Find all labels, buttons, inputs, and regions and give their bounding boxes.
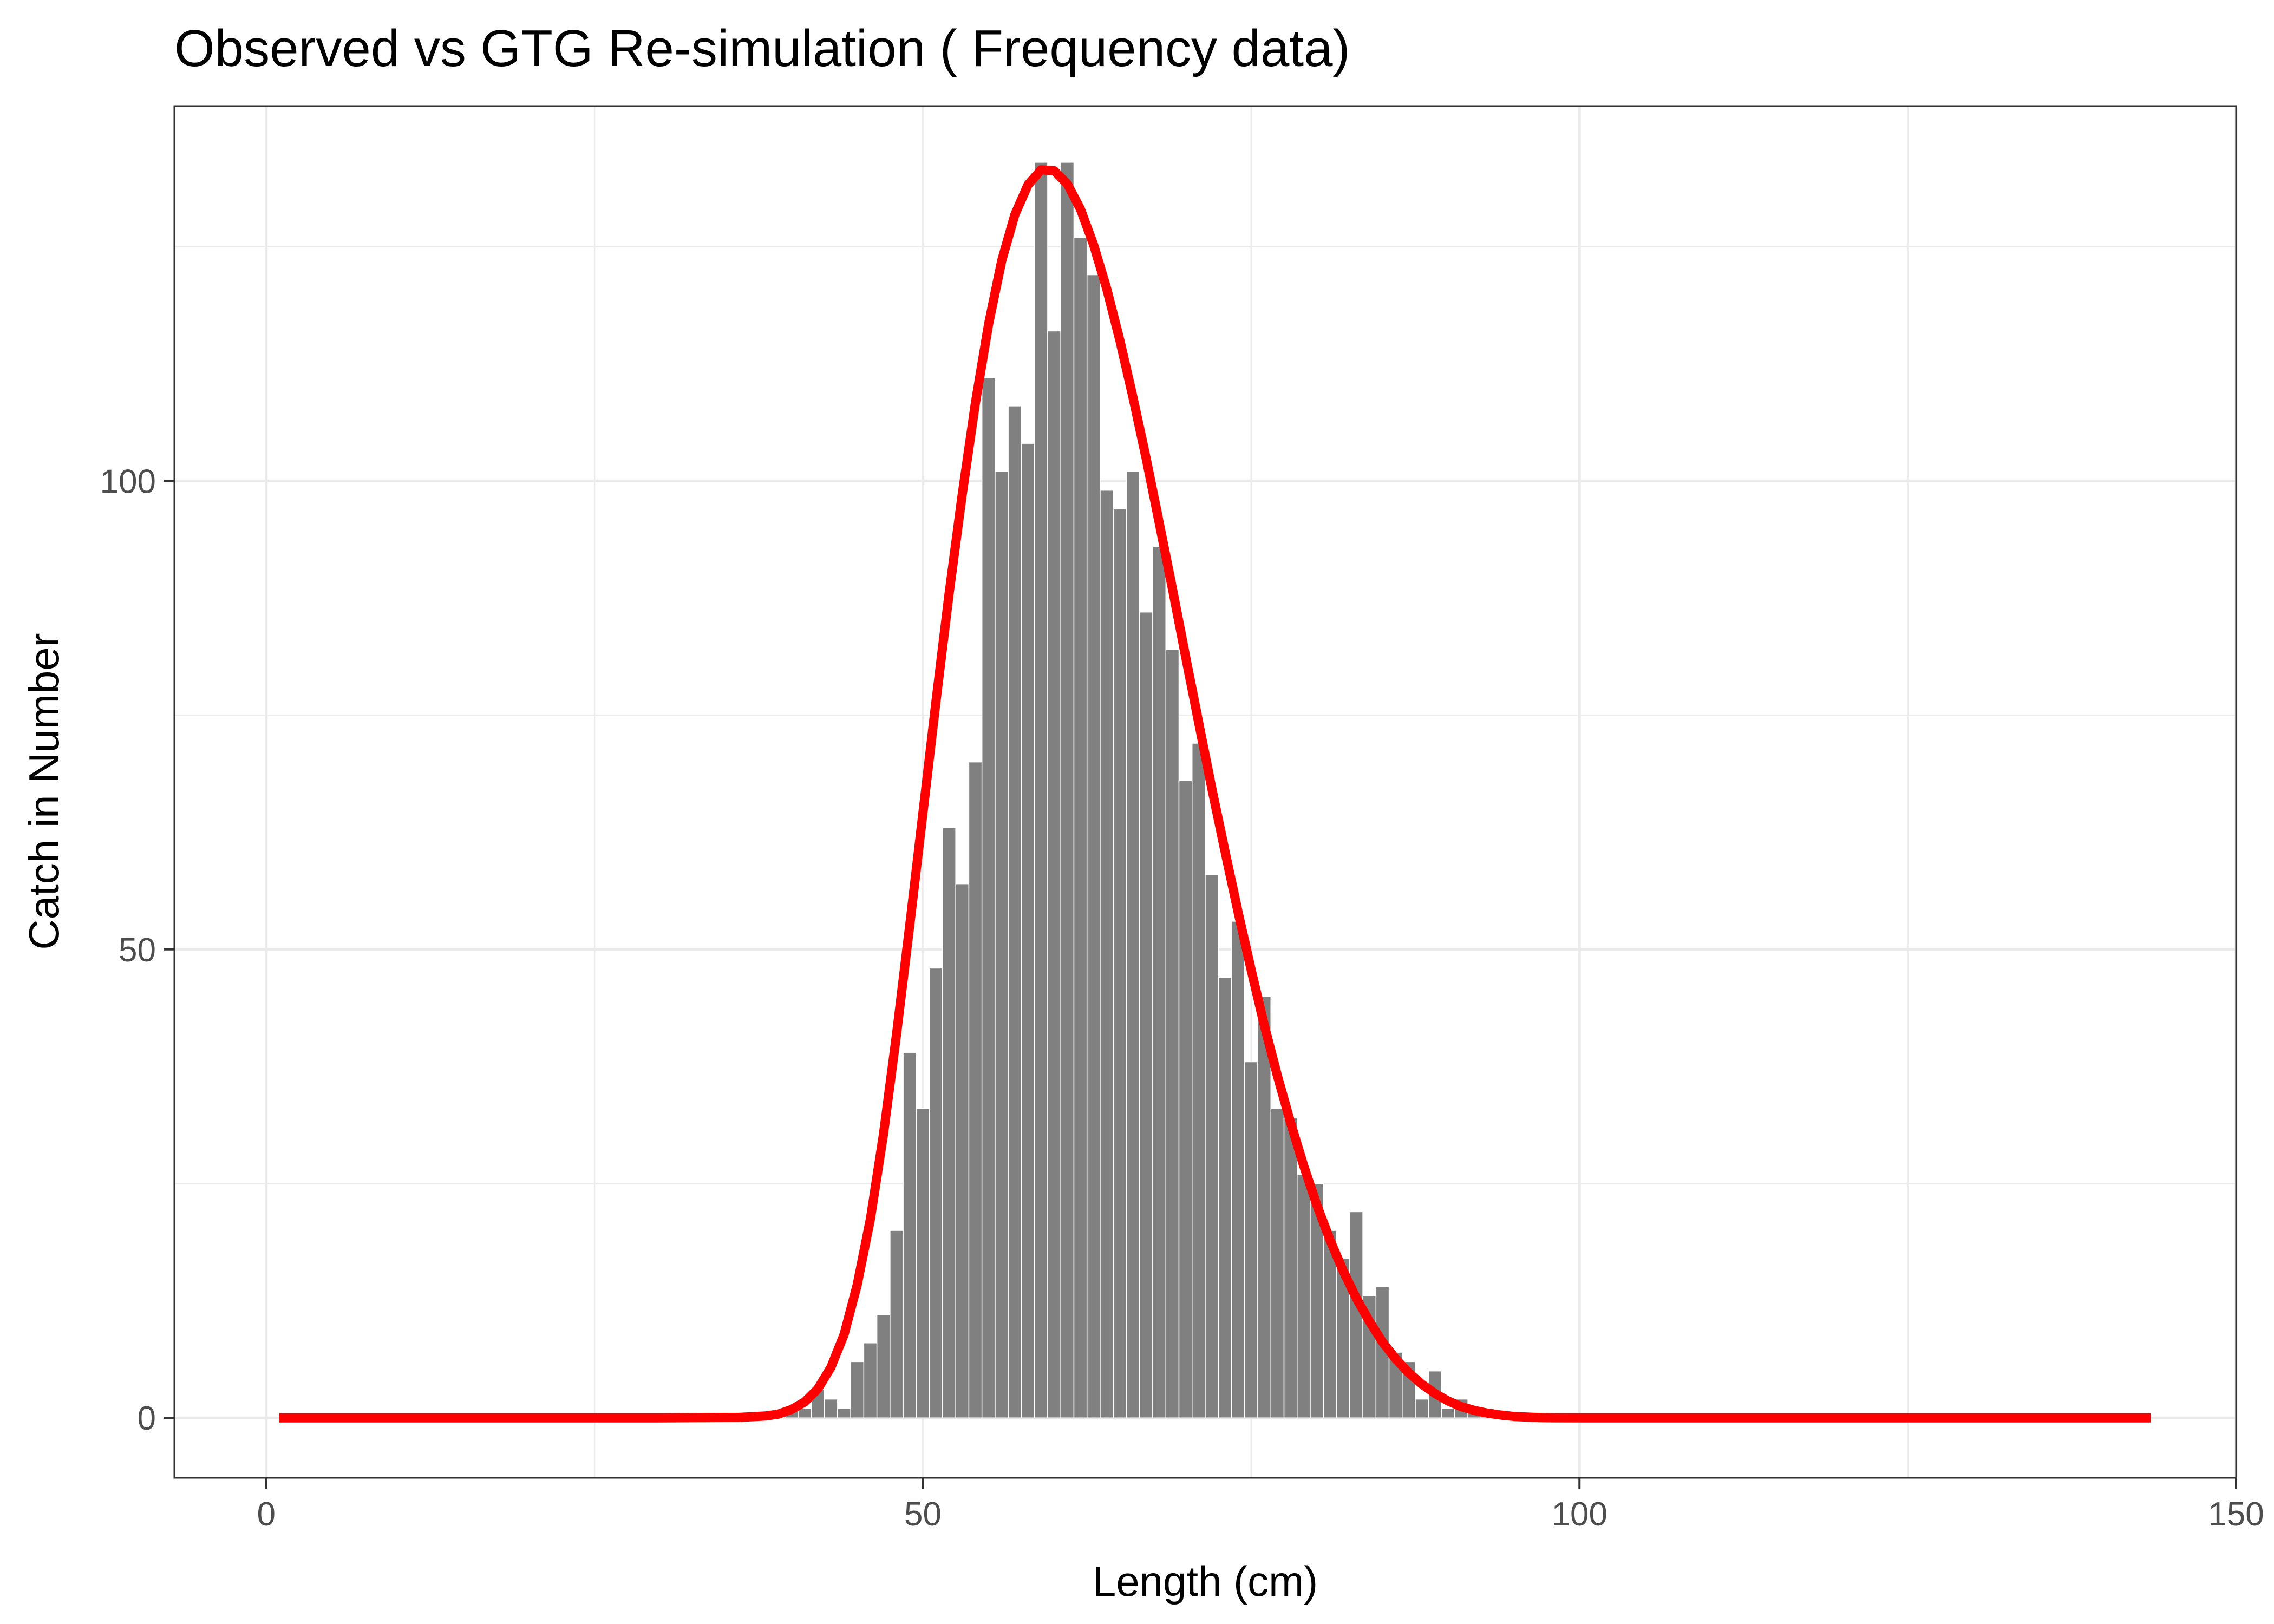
- resimulation-line: [279, 165, 2151, 1423]
- histogram-bar: [1139, 611, 1153, 1418]
- histogram-bar: [1073, 237, 1088, 1418]
- histogram-bar: [890, 1230, 904, 1418]
- histogram-bar: [876, 1314, 891, 1418]
- axis-layer: 0 50 100 150 0 50 100: [100, 463, 2264, 1533]
- histogram-bar: [798, 1408, 812, 1418]
- histogram-bar: [1152, 546, 1166, 1418]
- plot-panel-border: [173, 105, 2237, 1479]
- histogram-bar: [1126, 471, 1140, 1418]
- histogram-bar: [1086, 274, 1101, 1418]
- histogram-bar: [1047, 330, 1061, 1418]
- histogram-bar: [1178, 780, 1193, 1418]
- histogram-bar: [1008, 405, 1022, 1418]
- x-tick-label: 100: [1552, 1496, 1608, 1533]
- histogram-bar: [1441, 1408, 1455, 1418]
- histogram-bar: [1415, 1398, 1429, 1418]
- histogram-bar: [1257, 996, 1272, 1418]
- x-tick-label: 0: [257, 1496, 276, 1533]
- line-layer: [279, 165, 2151, 1423]
- histogram-bar: [995, 471, 1009, 1418]
- histogram-bar: [929, 967, 943, 1418]
- histogram-bar: [942, 827, 956, 1418]
- y-tick-label: 50: [119, 932, 156, 969]
- histogram-bar: [837, 1408, 851, 1418]
- chart-title: Observed vs GTG Re-simulation ( Frequenc…: [174, 19, 1350, 77]
- x-axis-title: Length (cm): [1093, 1557, 1318, 1605]
- y-tick-label: 100: [100, 463, 156, 500]
- histogram-bar: [981, 377, 996, 1418]
- histogram-bar: [1034, 162, 1048, 1418]
- histogram-bar: [968, 761, 983, 1418]
- histogram-bar: [1165, 649, 1180, 1418]
- histogram-bar: [1218, 977, 1232, 1418]
- histogram-bar: [1113, 508, 1127, 1418]
- histogram-bar: [824, 1398, 838, 1418]
- histogram-bar: [916, 1108, 930, 1418]
- histogram-bar: [1191, 743, 1206, 1418]
- histogram-bar: [1297, 1174, 1311, 1418]
- histogram-bar: [955, 883, 970, 1418]
- histogram-bar: [850, 1361, 865, 1418]
- histogram-bar: [1283, 1117, 1298, 1418]
- histogram-bar: [1021, 443, 1035, 1418]
- histogram-bar: [1100, 489, 1114, 1418]
- x-tick-label: 50: [904, 1496, 942, 1533]
- histogram-bar: [1231, 921, 1245, 1418]
- histogram-bar: [1244, 1061, 1258, 1418]
- histogram-bar: [903, 1052, 917, 1418]
- y-axis-title: Catch in Number: [20, 633, 68, 949]
- histogram-bar: [863, 1343, 878, 1418]
- x-tick-label: 150: [2208, 1496, 2264, 1533]
- histogram-bar: [1270, 1108, 1285, 1418]
- bar-layer: [785, 162, 1495, 1418]
- histogram-bar: [1205, 874, 1219, 1418]
- histogram-bar: [1060, 162, 1075, 1418]
- y-tick-label: 0: [138, 1400, 156, 1437]
